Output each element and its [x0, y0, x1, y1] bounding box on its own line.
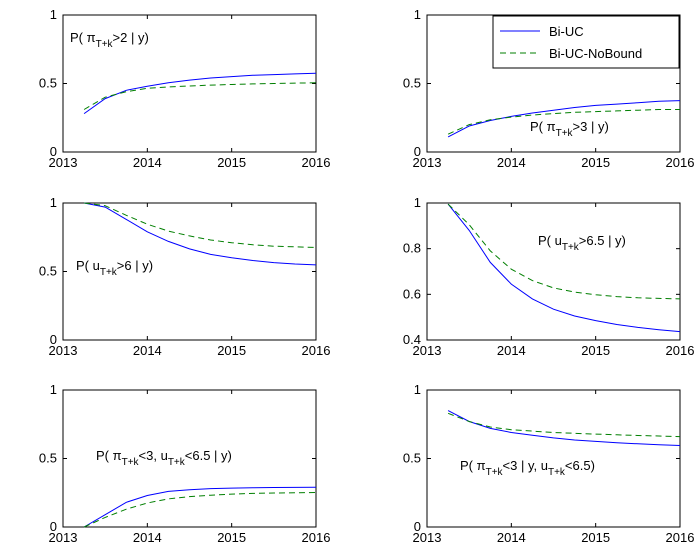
panel-1: 2013 2014 2015 2016 0 0.5 1 P( πT+k>2 | y) [39, 7, 331, 170]
y-tick-label: 1 [414, 382, 421, 397]
y-tick-label: 1 [414, 7, 421, 22]
y-tick-label: 0.5 [403, 451, 421, 466]
x-tick-label: 2016 [666, 343, 695, 358]
x-tick-label: 2013 [413, 530, 442, 545]
panel-annotation: P( πT+k>3 | y) [530, 119, 609, 139]
annotation-text: P( π [460, 458, 486, 473]
x-tick-label: 2015 [217, 343, 246, 358]
panel-annotation: P( πT+k>2 | y) [70, 30, 149, 50]
annotation-text: >6.5 | y) [579, 233, 626, 248]
series-line-bi-uc [83, 72, 317, 115]
x-tick-label: 2015 [217, 530, 246, 545]
y-tick-label: 0.8 [403, 241, 421, 256]
x-tick-label: 2015 [581, 155, 610, 170]
series-line-bi-uc-nobound [447, 109, 680, 135]
axes-box [426, 202, 681, 341]
x-tick-label: 2014 [133, 343, 162, 358]
panel-4: 2013 2014 2015 2016 0.4 0.6 0.8 1 P( uT+k>6.5 | … [403, 195, 695, 358]
annotation-text: P( u [538, 233, 562, 248]
annotation-text: <3 | y, u [503, 458, 548, 473]
series-line-bi-uc [447, 100, 681, 138]
y-tick-label: 0 [414, 519, 421, 534]
annotation-subscript: T+k [96, 39, 114, 50]
x-tick-label: 2016 [302, 530, 331, 545]
series-line-bi-uc-nobound [447, 412, 681, 438]
annotation-text: P( π [530, 119, 556, 134]
panel-annotation: P( uT+k>6 | y) [76, 258, 153, 278]
axes-box [62, 14, 317, 153]
y-tick-label: 0 [50, 332, 57, 347]
x-tick-label: 2015 [217, 155, 246, 170]
panel-annotation: P( πT+k<3 | y, uT+k<6.5) [460, 458, 595, 478]
x-tick-label: 2015 [581, 343, 610, 358]
series-line-bi-uc [83, 486, 317, 528]
x-tick-label: 2016 [666, 530, 695, 545]
y-tick-label: 0 [414, 144, 421, 159]
annotation-text: P( u [76, 258, 100, 273]
annotation-text: <3, u [139, 448, 168, 463]
x-tick-label: 2013 [49, 155, 78, 170]
y-tick-label: 0.5 [39, 264, 57, 279]
legend-label-2: Bi-UC-NoBound [549, 46, 642, 61]
annotation-text: P( π [96, 448, 122, 463]
series-line-bi-uc-nobound [83, 82, 317, 110]
annotation-subscript: T+k [562, 242, 580, 253]
legend-box [492, 15, 680, 69]
panel-annotation: P( πT+k<3, uT+k<6.5 | y) [96, 448, 232, 468]
series-line-bi-uc-nobound [84, 202, 317, 248]
x-tick-label: 2013 [49, 343, 78, 358]
annotation-text: P( π [70, 30, 96, 45]
annotation-subscript: T+k [100, 267, 118, 278]
y-tick-label: 1 [50, 382, 57, 397]
panel-3: 2013 2014 2015 2016 0 0.5 1 P( uT+k>6 | y) [39, 195, 331, 358]
x-tick-label: 2016 [302, 155, 331, 170]
x-tick-label: 2014 [133, 155, 162, 170]
x-tick-label: 2016 [666, 155, 695, 170]
annotation-text: <6.5 | y) [185, 448, 232, 463]
annotation-subscript: T+k [122, 457, 140, 468]
y-tick-label: 0 [50, 519, 57, 534]
x-tick-label: 2015 [581, 530, 610, 545]
y-tick-label: 0.5 [403, 76, 421, 91]
y-tick-label: 1 [50, 195, 57, 210]
x-tick-label: 2014 [497, 155, 526, 170]
legend-label-1: Bi-UC [549, 24, 584, 39]
series-line-bi-uc-nobound [83, 492, 317, 528]
annotation-text: >6 | y) [117, 258, 153, 273]
annotation-text: >3 | y) [573, 119, 609, 134]
annotation-text: >2 | y) [113, 30, 149, 45]
annotation-text: <6.5) [565, 458, 595, 473]
x-tick-label: 2014 [133, 530, 162, 545]
series-line-bi-uc [447, 203, 681, 333]
legend: Bi-UC Bi-UC-NoBound [492, 15, 680, 69]
series-line-bi-uc [84, 202, 317, 266]
panel-2: 2013 2014 2015 2016 0 0.5 1 P( πT+k>3 | y) [403, 7, 695, 170]
x-tick-label: 2016 [302, 343, 331, 358]
y-tick-label: 1 [50, 7, 57, 22]
annotation-subscript: T+k [548, 467, 566, 478]
x-tick-label: 2013 [413, 343, 442, 358]
series-line-bi-uc [447, 410, 681, 446]
panel-annotation: P( uT+k>6.5 | y) [538, 233, 626, 253]
annotation-subscript: T+k [556, 128, 574, 139]
x-tick-label: 2014 [497, 530, 526, 545]
x-tick-label: 2013 [49, 530, 78, 545]
y-tick-label: 1 [414, 195, 421, 210]
annotation-subscript: T+k [486, 467, 504, 478]
x-tick-label: 2014 [497, 343, 526, 358]
y-tick-label: 0 [50, 144, 57, 159]
series-line-bi-uc-nobound [447, 203, 681, 300]
y-tick-label: 0.5 [39, 451, 57, 466]
y-tick-label: 0.4 [403, 332, 421, 347]
annotation-subscript: T+k [168, 457, 186, 468]
y-tick-label: 0.5 [39, 76, 57, 91]
y-tick-label: 0.6 [403, 286, 421, 301]
x-tick-label: 2013 [413, 155, 442, 170]
